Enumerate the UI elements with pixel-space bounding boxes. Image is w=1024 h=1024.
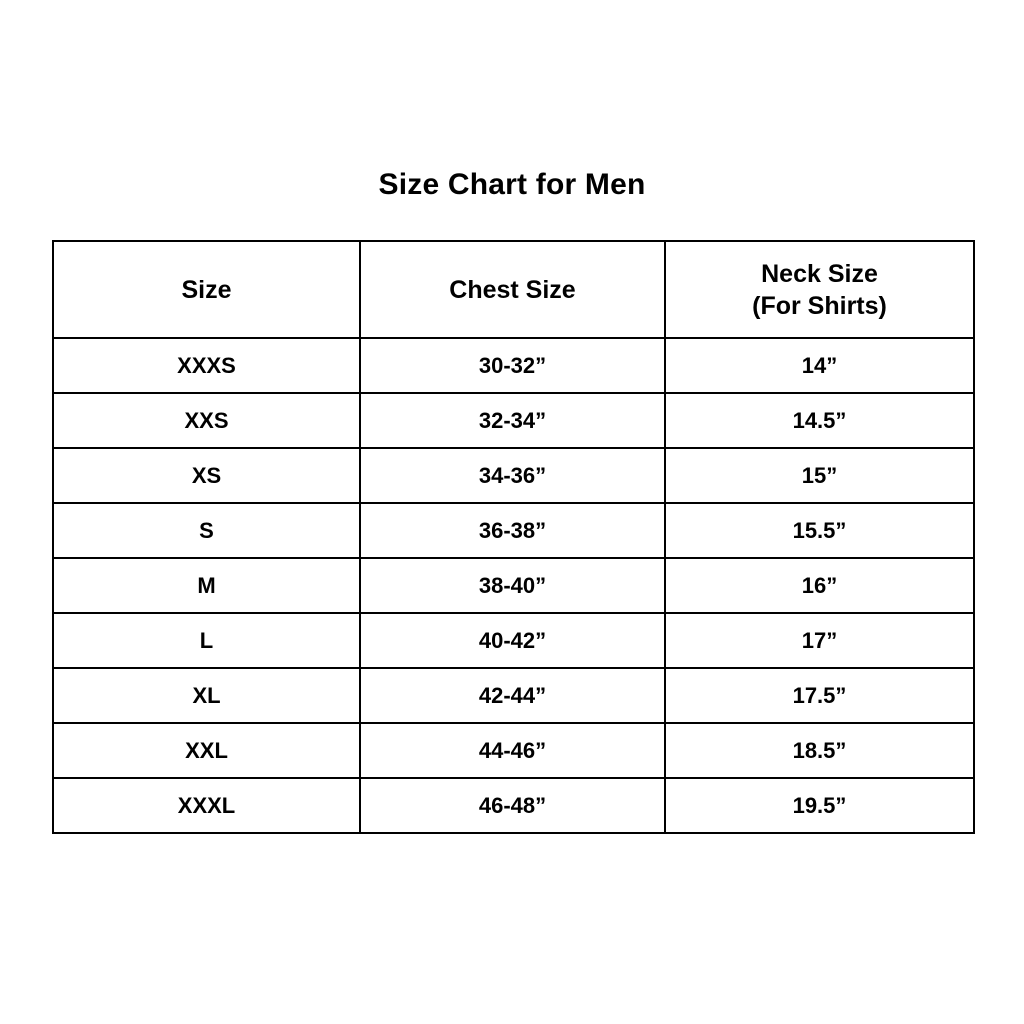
cell-size: XS	[52, 447, 361, 504]
table-row: XXXL 46-48” 19.5”	[52, 777, 975, 834]
column-header-size: Size	[52, 240, 361, 339]
cell-size: XXXS	[52, 337, 361, 394]
table-row: XS 34-36” 15”	[52, 447, 975, 504]
cell-chest: 38-40”	[359, 557, 666, 614]
column-header-size-label: Size	[181, 275, 232, 304]
cell-chest: 34-36”	[359, 447, 666, 504]
column-header-neck: Neck Size (For Shirts)	[664, 240, 975, 339]
cell-neck: 14.5”	[664, 392, 975, 449]
table-row: S 36-38” 15.5”	[52, 502, 975, 559]
cell-chest: 42-44”	[359, 667, 666, 724]
cell-neck: 15.5”	[664, 502, 975, 559]
cell-chest: 32-34”	[359, 392, 666, 449]
cell-chest: 46-48”	[359, 777, 666, 834]
cell-size: XL	[52, 667, 361, 724]
cell-chest: 36-38”	[359, 502, 666, 559]
table-row: XL 42-44” 17.5”	[52, 667, 975, 724]
page-title: Size Chart for Men	[378, 168, 646, 201]
cell-neck: 16”	[664, 557, 975, 614]
cell-neck: 14”	[664, 337, 975, 394]
cell-size: XXXL	[52, 777, 361, 834]
cell-chest: 40-42”	[359, 612, 666, 669]
column-header-chest-label: Chest Size	[449, 275, 576, 304]
table-header: Size Chest Size Neck Size (For Shirts)	[52, 240, 975, 339]
cell-size: L	[52, 612, 361, 669]
table-header-row: Size Chest Size Neck Size (For Shirts)	[52, 240, 975, 339]
cell-neck: 19.5”	[664, 777, 975, 834]
column-header-neck-label: Neck Size	[761, 259, 878, 288]
column-header-chest: Chest Size	[359, 240, 666, 339]
cell-size: XXL	[52, 722, 361, 779]
table-row: XXS 32-34” 14.5”	[52, 392, 975, 449]
table-row: L 40-42” 17”	[52, 612, 975, 669]
cell-size: M	[52, 557, 361, 614]
cell-size: S	[52, 502, 361, 559]
cell-chest: 30-32”	[359, 337, 666, 394]
cell-neck: 17.5”	[664, 667, 975, 724]
size-chart-table: Size Chest Size Neck Size (For Shirts) X…	[52, 240, 975, 834]
table-body: XXXS 30-32” 14” XXS 32-34” 14.5” XS 34-3…	[52, 337, 975, 834]
cell-chest: 44-46”	[359, 722, 666, 779]
size-table-container: Size Chest Size Neck Size (For Shirts) X…	[52, 240, 975, 834]
table-row: M 38-40” 16”	[52, 557, 975, 614]
cell-neck: 15”	[664, 447, 975, 504]
table-row: XXL 44-46” 18.5”	[52, 722, 975, 779]
cell-size: XXS	[52, 392, 361, 449]
column-header-neck-sublabel: (For Shirts)	[752, 291, 887, 320]
cell-neck: 18.5”	[664, 722, 975, 779]
table-row: XXXS 30-32” 14”	[52, 337, 975, 394]
cell-neck: 17”	[664, 612, 975, 669]
